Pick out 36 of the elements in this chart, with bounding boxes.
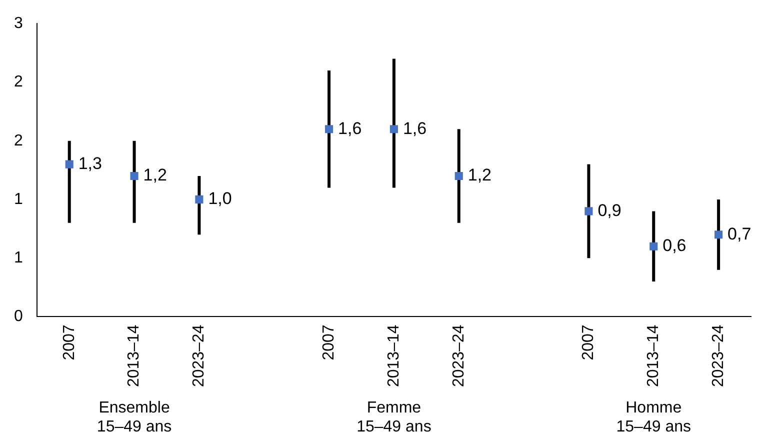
point	[130, 172, 138, 180]
x-tick-label: 2013–14	[126, 324, 143, 388]
data-label: 1,6	[402, 118, 427, 138]
y-tick-label: 1	[14, 190, 23, 208]
text: Femme 15–49 ans	[356, 399, 432, 436]
point	[454, 172, 463, 180]
y-tick-label: 0	[14, 308, 23, 326]
data-label: 0,6	[662, 236, 686, 256]
point	[324, 125, 334, 134]
x-tick-label: 2023–24	[710, 324, 727, 388]
point	[650, 242, 658, 250]
x-tick-label: 2013–14	[385, 324, 402, 388]
x-tick-label: 2013–14	[645, 324, 662, 388]
data-label: 1,2	[468, 166, 492, 185]
x-tick-label: 2007	[580, 324, 598, 360]
point	[65, 160, 74, 168]
data-label: 1,2	[143, 166, 167, 185]
point	[390, 125, 398, 134]
x-tick-label: 2007	[60, 324, 78, 360]
text: Ensemble 15–49 ans	[96, 399, 172, 436]
data-label: 0,7	[728, 224, 752, 244]
point	[714, 230, 723, 239]
data-label: 0,9	[598, 200, 622, 220]
data-label: 1,0	[208, 189, 232, 208]
data-label: 1,3	[78, 154, 102, 173]
y-tick-label: 2	[14, 74, 23, 91]
point	[195, 195, 204, 204]
data-label: 1,6	[338, 118, 362, 138]
x-tick-label: 2007	[320, 324, 338, 360]
y-tick-label: 2	[14, 132, 23, 150]
x-tick-label: 2023–24	[450, 324, 468, 388]
point	[584, 207, 593, 216]
x-tick-label: 2023–24	[190, 324, 208, 388]
y-tick-label: 1	[14, 249, 23, 266]
text: Homme 15–49 ans	[616, 399, 691, 436]
y-tick-label: 3	[14, 15, 23, 32]
